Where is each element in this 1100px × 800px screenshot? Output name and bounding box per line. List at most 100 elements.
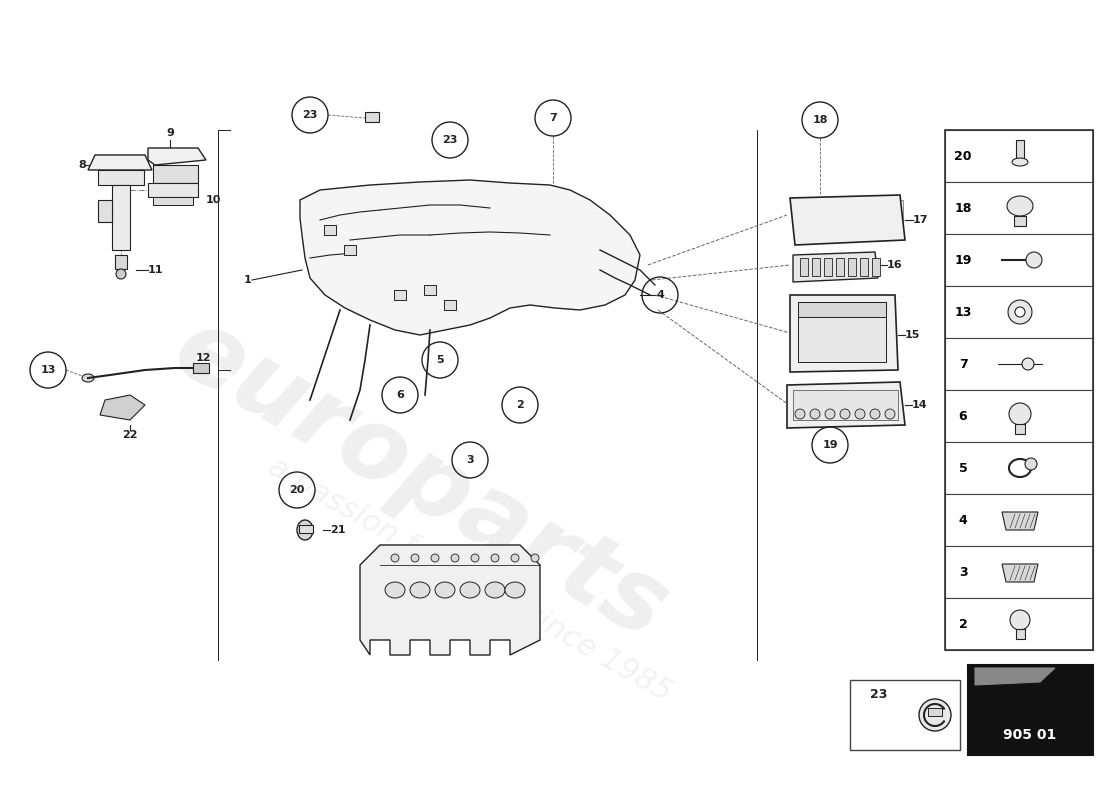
Bar: [945, 390, 1093, 442]
Bar: [945, 338, 1093, 390]
Bar: [945, 182, 1093, 234]
Bar: [798, 302, 886, 362]
Circle shape: [531, 554, 539, 562]
Text: 7: 7: [958, 358, 967, 370]
Polygon shape: [300, 180, 640, 335]
Text: 18: 18: [812, 115, 827, 125]
Circle shape: [825, 409, 835, 419]
Bar: [153, 165, 198, 183]
Text: 14: 14: [912, 400, 927, 410]
Circle shape: [795, 409, 805, 419]
Text: 5: 5: [437, 355, 443, 365]
Text: 23: 23: [442, 135, 458, 145]
Circle shape: [886, 409, 895, 419]
Text: 20: 20: [955, 150, 971, 162]
Text: 19: 19: [955, 254, 971, 266]
Text: 9: 9: [166, 128, 174, 138]
Bar: [1016, 629, 1025, 639]
Text: europarts: europarts: [156, 300, 684, 660]
Circle shape: [855, 409, 865, 419]
Text: 10: 10: [206, 195, 221, 205]
Circle shape: [918, 699, 952, 731]
Polygon shape: [793, 252, 878, 282]
Text: 15: 15: [905, 330, 921, 340]
Bar: [148, 183, 198, 197]
Text: 21: 21: [330, 525, 345, 535]
Text: 12: 12: [196, 353, 211, 363]
Text: 13: 13: [955, 306, 971, 318]
Text: 17: 17: [913, 215, 928, 225]
Circle shape: [1015, 307, 1025, 317]
Circle shape: [1026, 252, 1042, 268]
Ellipse shape: [385, 582, 405, 598]
Circle shape: [471, 554, 478, 562]
Ellipse shape: [410, 582, 430, 598]
Ellipse shape: [434, 582, 455, 598]
Bar: [795, 200, 903, 240]
Circle shape: [431, 554, 439, 562]
Ellipse shape: [1006, 196, 1033, 216]
Text: 1: 1: [244, 275, 252, 285]
Circle shape: [116, 269, 127, 279]
Circle shape: [870, 409, 880, 419]
Circle shape: [512, 554, 519, 562]
Circle shape: [411, 554, 419, 562]
Bar: [1016, 140, 1024, 160]
Polygon shape: [88, 155, 152, 170]
Text: 6: 6: [396, 390, 404, 400]
Bar: [444, 300, 456, 310]
Bar: [812, 258, 820, 276]
Ellipse shape: [82, 374, 94, 382]
Polygon shape: [1002, 564, 1038, 582]
Text: 23: 23: [302, 110, 318, 120]
Ellipse shape: [297, 520, 313, 540]
Bar: [945, 598, 1093, 650]
Polygon shape: [360, 545, 540, 655]
Circle shape: [840, 409, 850, 419]
Bar: [928, 708, 942, 716]
Text: 23: 23: [870, 689, 888, 702]
Text: 5: 5: [958, 462, 967, 474]
Text: 20: 20: [289, 485, 305, 495]
Bar: [1015, 424, 1025, 434]
Text: 7: 7: [549, 113, 557, 123]
Text: 6: 6: [959, 410, 967, 422]
Bar: [824, 258, 832, 276]
Bar: [98, 170, 144, 185]
Text: 4: 4: [958, 514, 967, 526]
Bar: [968, 665, 1093, 755]
Bar: [872, 258, 880, 276]
Bar: [945, 494, 1093, 546]
Text: 3: 3: [959, 566, 967, 578]
Bar: [394, 290, 406, 300]
Circle shape: [1010, 610, 1030, 630]
Circle shape: [1025, 458, 1037, 470]
Text: 18: 18: [955, 202, 971, 214]
Circle shape: [451, 554, 459, 562]
Text: 22: 22: [122, 430, 138, 440]
Circle shape: [491, 554, 499, 562]
Text: 2: 2: [516, 400, 524, 410]
Bar: [848, 258, 856, 276]
Bar: [945, 234, 1093, 286]
Bar: [299, 525, 314, 533]
Bar: [945, 286, 1093, 338]
Ellipse shape: [485, 582, 505, 598]
Bar: [98, 200, 112, 222]
Text: 2: 2: [958, 618, 967, 630]
Ellipse shape: [505, 582, 525, 598]
Ellipse shape: [460, 582, 480, 598]
Text: 11: 11: [148, 265, 164, 275]
Text: 4: 4: [656, 290, 664, 300]
Ellipse shape: [1012, 158, 1028, 166]
Bar: [836, 258, 844, 276]
Bar: [945, 130, 1093, 182]
Circle shape: [390, 554, 399, 562]
Bar: [945, 546, 1093, 598]
Bar: [116, 255, 127, 269]
Circle shape: [1022, 358, 1034, 370]
Circle shape: [1008, 300, 1032, 324]
Text: 905 01: 905 01: [1003, 728, 1057, 742]
Circle shape: [810, 409, 820, 419]
Text: 8: 8: [78, 160, 86, 170]
